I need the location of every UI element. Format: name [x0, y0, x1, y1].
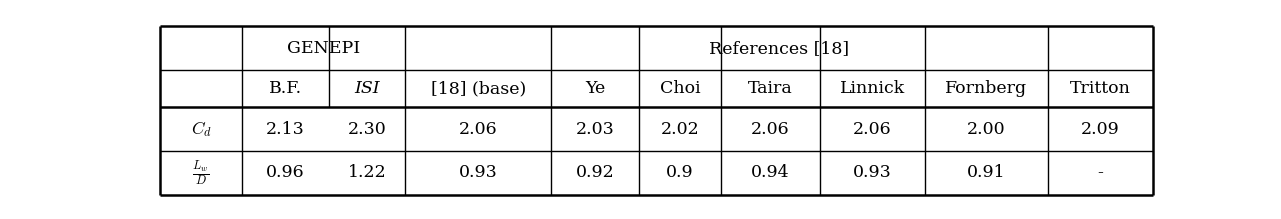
Text: 0.91: 0.91 [967, 164, 1006, 182]
Text: $C_d$: $C_d$ [191, 119, 211, 139]
Text: Choi: Choi [660, 80, 701, 97]
Text: Fornberg: Fornberg [945, 80, 1027, 97]
Text: 2.03: 2.03 [576, 121, 615, 138]
Text: 2.00: 2.00 [967, 121, 1006, 138]
Text: 0.96: 0.96 [266, 164, 305, 182]
Text: References [18]: References [18] [710, 40, 849, 57]
Text: [18] (base): [18] (base) [430, 80, 526, 97]
Text: $\frac{L_w}{D}$: $\frac{L_w}{D}$ [192, 158, 210, 188]
Text: Ye: Ye [585, 80, 606, 97]
Text: 0.93: 0.93 [853, 164, 892, 182]
Text: 0.93: 0.93 [459, 164, 498, 182]
Text: 2.13: 2.13 [266, 121, 305, 138]
Text: B.F.: B.F. [269, 80, 302, 97]
Text: 2.02: 2.02 [661, 121, 699, 138]
Text: 1.22: 1.22 [348, 164, 387, 182]
Text: 2.06: 2.06 [459, 121, 498, 138]
Text: 0.92: 0.92 [576, 164, 615, 182]
Text: 0.9: 0.9 [666, 164, 694, 182]
Text: 2.30: 2.30 [348, 121, 387, 138]
Text: ISI: ISI [355, 80, 380, 97]
Text: Taira: Taira [748, 80, 793, 97]
Text: 0.94: 0.94 [751, 164, 789, 182]
Text: 2.06: 2.06 [853, 121, 892, 138]
Text: Tritton: Tritton [1070, 80, 1131, 97]
Text: -: - [1098, 164, 1103, 182]
Text: 2.09: 2.09 [1081, 121, 1120, 138]
Text: 2.06: 2.06 [751, 121, 789, 138]
Text: GENEPI: GENEPI [287, 40, 360, 57]
Text: Linnick: Linnick [840, 80, 906, 97]
